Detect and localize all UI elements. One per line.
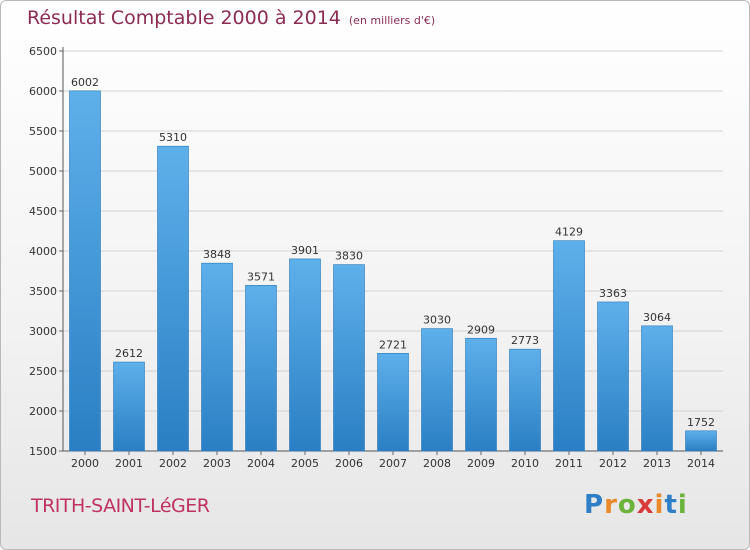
brand-letter: P xyxy=(584,490,605,520)
x-tick-label: 2004 xyxy=(247,457,275,470)
bar-value-label: 5310 xyxy=(159,131,187,144)
bar xyxy=(465,337,497,452)
x-tick-label: 2000 xyxy=(71,457,99,470)
x-tick-label: 2002 xyxy=(159,457,187,470)
x-tick-label: 2006 xyxy=(335,457,363,470)
brand-letter: x xyxy=(636,490,655,520)
y-tick-label: 4500 xyxy=(29,205,57,218)
x-tick-label: 2003 xyxy=(203,457,231,470)
brand-letter: r xyxy=(604,490,618,520)
brand-letter: o xyxy=(617,490,637,520)
y-tick-label: 6000 xyxy=(29,85,57,98)
y-tick-label: 4000 xyxy=(29,245,57,258)
x-tick-label: 2012 xyxy=(599,457,627,470)
location-name: TRITH-SAINT-LéGER xyxy=(31,495,210,517)
bar-value-label: 3571 xyxy=(247,270,275,283)
bar-value-label: 2612 xyxy=(115,347,143,360)
bar xyxy=(685,430,717,452)
y-tick-label: 3000 xyxy=(29,325,57,338)
bar-value-label: 2909 xyxy=(467,323,495,336)
x-tick-label: 2011 xyxy=(555,457,583,470)
brand-letter: t xyxy=(664,490,678,520)
x-tick-label: 2001 xyxy=(115,457,143,470)
y-tick-label: 2000 xyxy=(29,405,57,418)
chart-title: Résultat Comptable 2000 à 2014 xyxy=(27,7,341,29)
y-tick-label: 1500 xyxy=(29,445,57,458)
bar-value-label: 3363 xyxy=(599,287,627,300)
bar-value-label: 4129 xyxy=(555,226,583,239)
bar xyxy=(289,258,321,452)
bar xyxy=(245,285,277,452)
y-tick-label: 5500 xyxy=(29,125,57,138)
x-tick-label: 2013 xyxy=(643,457,671,470)
bar xyxy=(377,353,409,452)
x-tick-label: 2007 xyxy=(379,457,407,470)
bar-value-label: 6002 xyxy=(71,76,99,89)
bar-value-label: 1752 xyxy=(687,416,715,429)
bar xyxy=(201,262,233,452)
x-tick-label: 2008 xyxy=(423,457,451,470)
bar xyxy=(113,361,145,452)
bar-value-label: 3830 xyxy=(335,250,363,263)
bar xyxy=(597,301,629,452)
y-tick-label: 3500 xyxy=(29,285,57,298)
bar-value-label: 3064 xyxy=(643,311,671,324)
bar xyxy=(421,328,453,452)
bar-value-label: 3848 xyxy=(203,248,231,261)
bar-value-label: 3901 xyxy=(291,244,319,257)
bar xyxy=(553,240,585,452)
chart-title-block: Résultat Comptable 2000 à 2014 (en millie… xyxy=(27,7,435,29)
brand-letter: i xyxy=(677,490,688,520)
bar-value-label: 2721 xyxy=(379,338,407,351)
brand-letter: i xyxy=(654,490,665,520)
bar xyxy=(509,348,541,452)
bar xyxy=(641,325,673,452)
x-tick-label: 2009 xyxy=(467,457,495,470)
bar xyxy=(69,90,101,452)
bar-value-label: 2773 xyxy=(511,334,539,347)
x-tick-label: 2005 xyxy=(291,457,319,470)
y-tick-label: 6500 xyxy=(29,45,57,58)
y-tick-label: 2500 xyxy=(29,365,57,378)
bar-value-label: 3030 xyxy=(423,314,451,327)
x-tick-label: 2014 xyxy=(687,457,715,470)
unit-label: (en milliers d'€) xyxy=(348,14,436,27)
bar xyxy=(333,264,365,452)
y-tick-label: 5000 xyxy=(29,165,57,178)
brand-logo: Proxiti xyxy=(584,490,688,520)
bar xyxy=(157,145,189,452)
x-tick-label: 2010 xyxy=(511,457,539,470)
